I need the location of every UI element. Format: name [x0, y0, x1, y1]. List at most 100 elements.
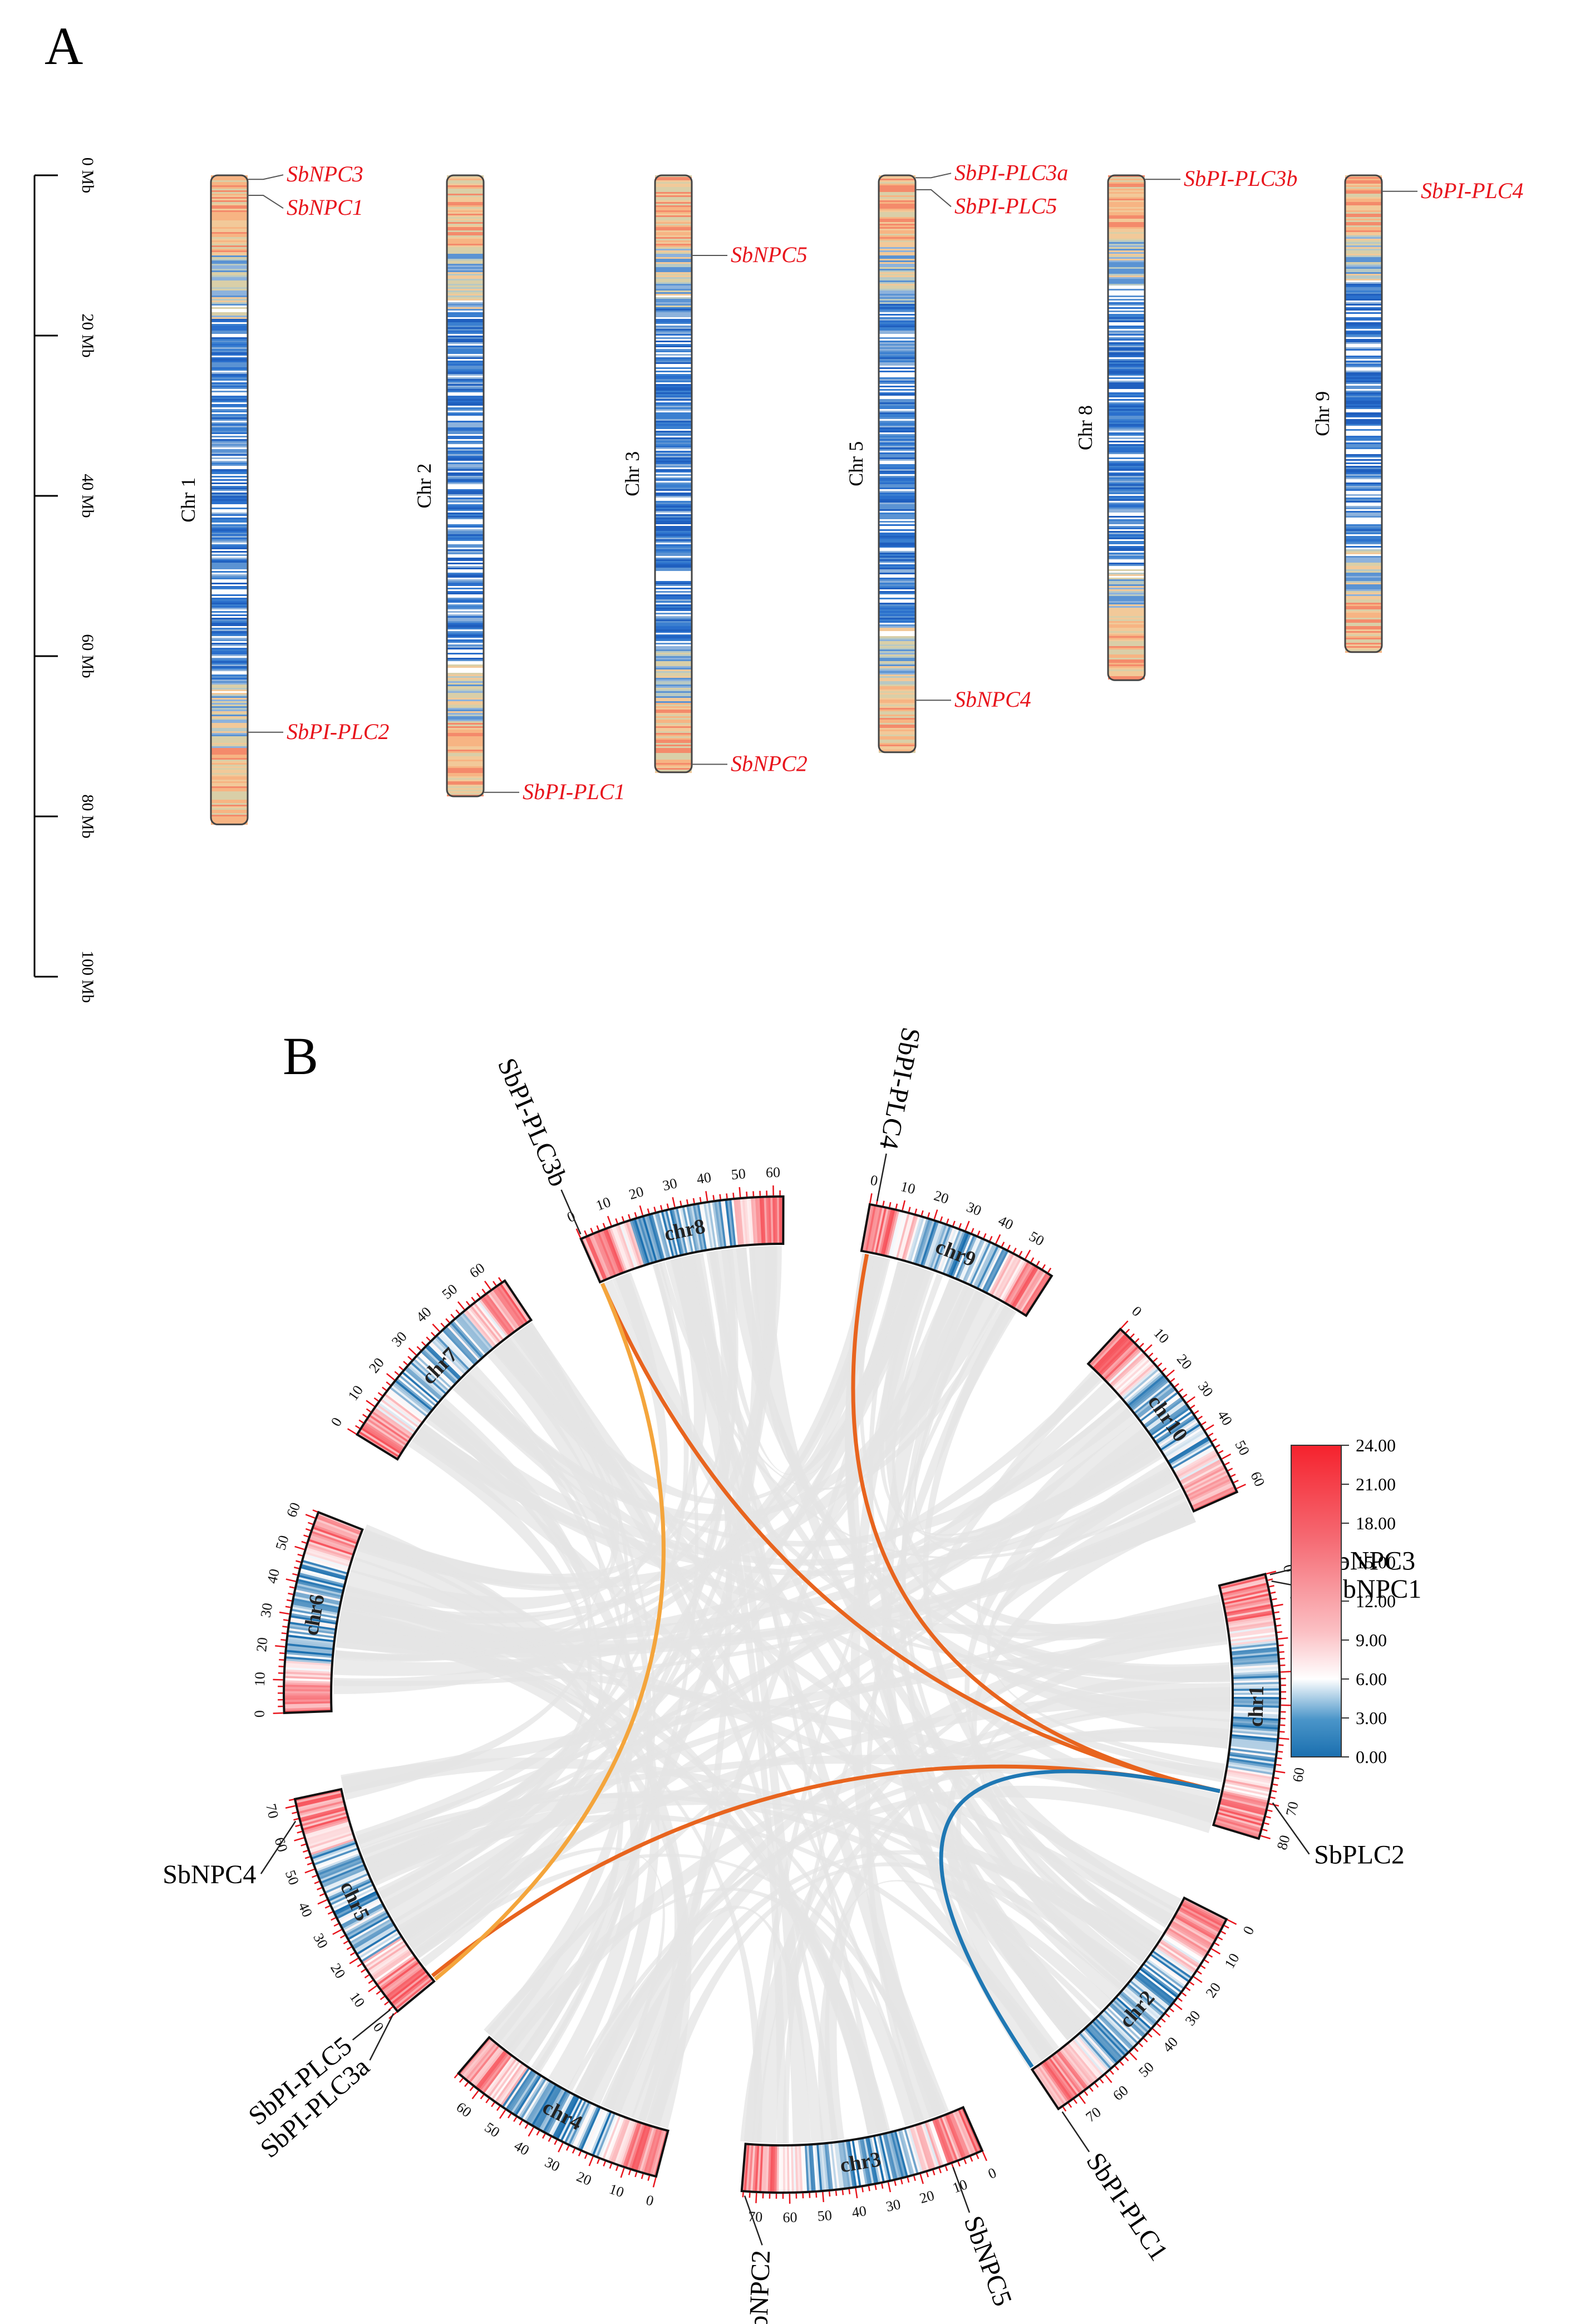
density-cell — [310, 1839, 356, 1858]
density-stripe — [1345, 648, 1382, 649]
density-stripe — [211, 698, 248, 700]
ideogram-tick — [983, 1233, 987, 1239]
ideogram-tick — [275, 1645, 286, 1648]
chromosome-outline — [210, 174, 249, 825]
density-cell — [1035, 2066, 1064, 2107]
density-cell — [1162, 1427, 1204, 1455]
density-stripe — [879, 521, 915, 523]
density-stripe — [879, 658, 915, 659]
legend-tick-label: 9.00 — [1356, 1630, 1387, 1650]
ideogram-tick — [1114, 2065, 1119, 2071]
density-stripe — [1108, 474, 1145, 476]
ideogram-tick — [507, 2113, 511, 2119]
ideogram-tick — [1025, 1249, 1031, 1259]
density-cell — [654, 1212, 669, 1259]
density-stripe — [211, 756, 248, 758]
density-stripe — [447, 235, 484, 237]
density-stripe — [655, 676, 692, 678]
density-stripe — [655, 710, 692, 711]
density-stripe — [879, 401, 915, 402]
density-stripe — [211, 805, 248, 806]
ideogram-tick — [621, 1216, 624, 1222]
density-stripe — [447, 498, 484, 499]
density-stripe — [211, 711, 248, 713]
density-stripe — [1108, 250, 1145, 252]
scale-tick-label: 40 Mb — [78, 474, 97, 518]
density-cell — [295, 1587, 342, 1599]
ideogram-tick — [278, 1665, 284, 1667]
density-stripe — [447, 451, 484, 452]
density-stripe — [1345, 237, 1382, 239]
density-cell — [944, 2114, 964, 2159]
density-cell — [1223, 1593, 1271, 1606]
density-cell — [1049, 2056, 1080, 2096]
density-stripe — [211, 599, 248, 601]
density-cell — [869, 1205, 881, 1253]
density-cell — [589, 2110, 611, 2155]
density-stripe — [655, 735, 692, 736]
density-stripe — [1345, 437, 1382, 439]
density-stripe — [1108, 209, 1145, 210]
density-stripe — [211, 290, 248, 292]
density-cell — [1230, 1732, 1278, 1739]
ideogram-tick-label: 50 — [1135, 2059, 1157, 2080]
density-cell — [1181, 1901, 1225, 1926]
density-stripe — [447, 476, 484, 477]
density-cell — [475, 2049, 506, 2089]
density-stripe — [655, 708, 692, 710]
density-stripe — [655, 376, 692, 377]
ideogram-tick — [430, 1332, 435, 1337]
density-stripe — [1345, 472, 1382, 474]
density-stripe — [655, 469, 692, 471]
density-cell — [432, 1337, 467, 1373]
density-cell — [286, 1641, 334, 1648]
ideogram-tick — [712, 1195, 715, 1200]
density-stripe — [1108, 641, 1145, 643]
density-stripe — [447, 725, 484, 726]
density-stripe — [447, 214, 484, 215]
density-cell — [292, 1599, 339, 1611]
scale-tick-label: 80 Mb — [78, 794, 97, 838]
density-stripe — [1345, 447, 1382, 449]
density-cell — [1016, 1269, 1043, 1311]
density-stripe — [1108, 581, 1145, 583]
density-stripe — [1345, 224, 1382, 225]
density-stripe — [879, 668, 915, 669]
ideogram-tick — [1156, 2023, 1161, 2028]
density-stripe — [655, 486, 692, 488]
density-stripe — [1345, 377, 1382, 379]
density-cell — [455, 1317, 488, 1355]
density-stripe — [1108, 661, 1145, 663]
density-stripe — [211, 384, 248, 386]
density-stripe — [655, 599, 692, 601]
ideogram-tick — [653, 1207, 656, 1212]
density-stripe — [879, 533, 915, 534]
density-stripe — [1345, 252, 1382, 254]
density-stripe — [1345, 576, 1382, 578]
density-stripe — [1345, 416, 1382, 417]
density-stripe — [447, 391, 484, 392]
density-cell — [1230, 1642, 1278, 1650]
density-stripe — [655, 566, 692, 568]
density-stripe — [655, 698, 692, 700]
density-cell — [298, 1574, 345, 1588]
density-cell — [1090, 2022, 1125, 2058]
density-stripe — [655, 538, 692, 539]
density-stripe — [211, 598, 248, 599]
density-stripe — [447, 695, 484, 696]
density-cell — [344, 1909, 387, 1935]
density-stripe — [1345, 399, 1382, 401]
density-stripe — [655, 482, 692, 484]
density-stripe — [655, 680, 692, 681]
density-cell — [390, 1973, 430, 2005]
ideogram-tick — [1236, 1484, 1246, 1489]
density-stripe — [655, 289, 692, 290]
density-stripe — [1108, 381, 1145, 382]
density-cell — [284, 1677, 332, 1682]
density-stripe — [879, 543, 915, 544]
density-cell — [395, 1379, 433, 1411]
density-stripe — [211, 611, 248, 613]
density-cell — [1116, 1995, 1154, 2029]
density-stripe — [447, 524, 484, 526]
synteny-ribbon — [687, 1253, 811, 2143]
